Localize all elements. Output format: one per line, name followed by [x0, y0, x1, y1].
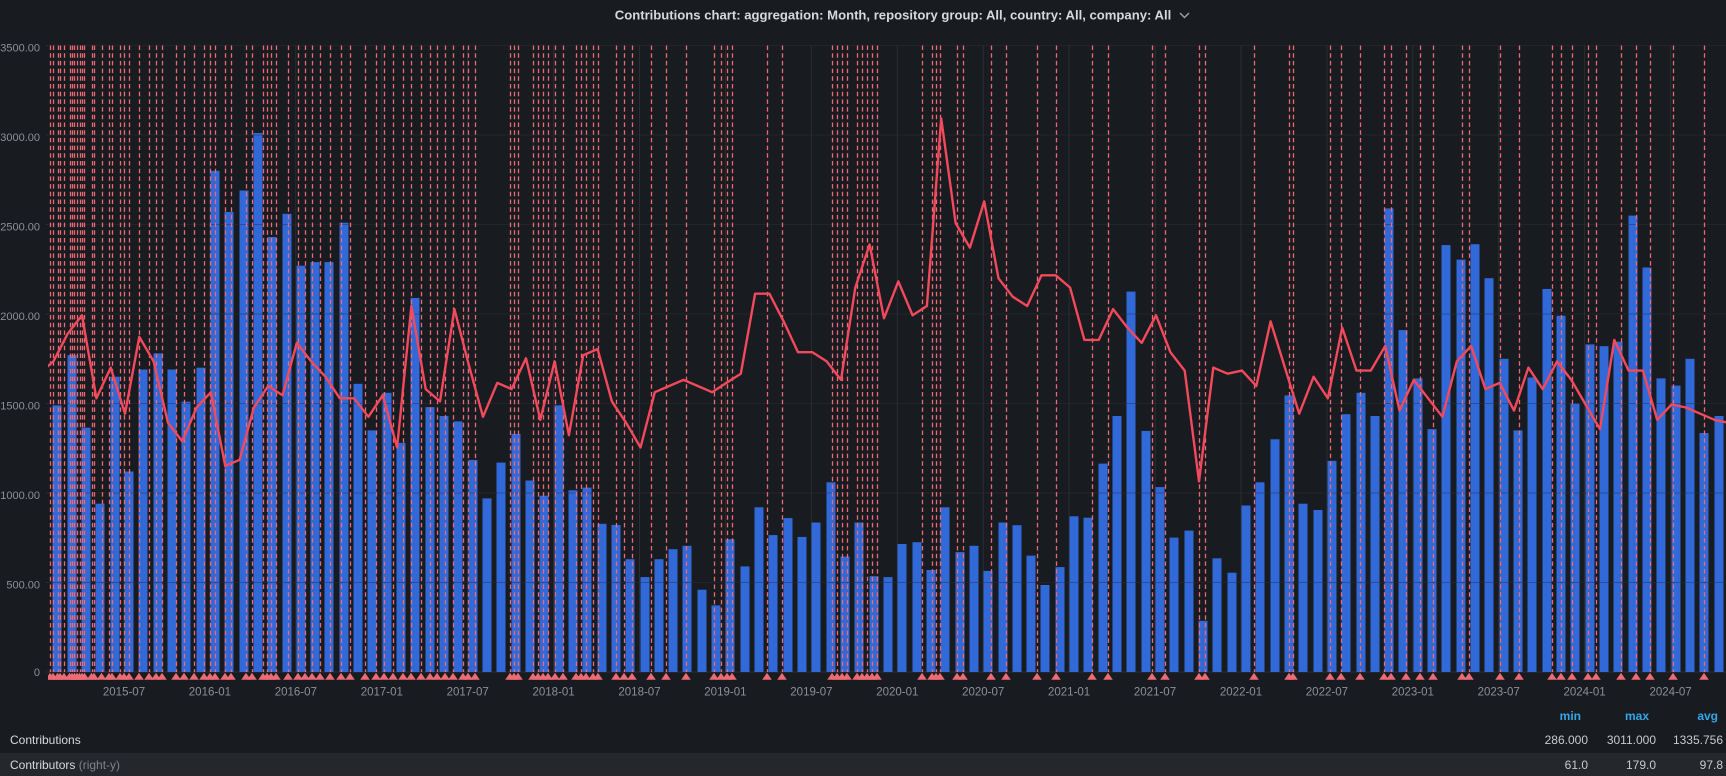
svg-text:2021-07: 2021-07: [1134, 687, 1176, 699]
svg-text:2017-01: 2017-01: [361, 687, 403, 699]
svg-text:2023-01: 2023-01: [1392, 687, 1434, 699]
svg-text:2023-07: 2023-07: [1478, 687, 1520, 699]
svg-text:3000.00: 3000.00: [0, 132, 40, 144]
svg-text:2018-01: 2018-01: [532, 687, 574, 699]
svg-text:2020-07: 2020-07: [962, 687, 1004, 699]
svg-text:2021-01: 2021-01: [1048, 687, 1090, 699]
svg-text:1500.00: 1500.00: [0, 401, 40, 413]
svg-text:2018-07: 2018-07: [618, 687, 660, 699]
svg-text:2019-07: 2019-07: [790, 687, 832, 699]
svg-text:2500.00: 2500.00: [0, 222, 40, 234]
svg-text:2017-07: 2017-07: [447, 687, 489, 699]
svg-text:2015-07: 2015-07: [103, 687, 145, 699]
svg-text:3500.00: 3500.00: [0, 43, 40, 55]
svg-text:2022-07: 2022-07: [1306, 687, 1348, 699]
svg-text:2024-01: 2024-01: [1563, 687, 1605, 699]
svg-text:500.00: 500.00: [6, 580, 40, 592]
svg-text:2020-01: 2020-01: [876, 687, 918, 699]
svg-text:0: 0: [34, 667, 40, 679]
svg-text:2000.00: 2000.00: [0, 311, 40, 323]
svg-text:2022-01: 2022-01: [1220, 687, 1262, 699]
svg-text:2016-07: 2016-07: [275, 687, 317, 699]
svg-text:1000.00: 1000.00: [0, 490, 40, 502]
svg-text:2024-07: 2024-07: [1649, 687, 1691, 699]
svg-text:2016-01: 2016-01: [189, 687, 231, 699]
svg-text:2019-01: 2019-01: [704, 687, 746, 699]
